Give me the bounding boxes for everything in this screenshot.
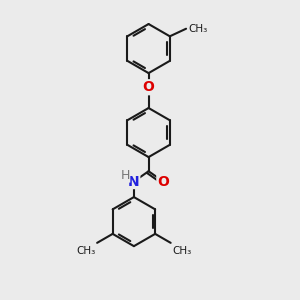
- Text: O: O: [157, 175, 169, 188]
- Text: CH₃: CH₃: [172, 246, 192, 256]
- Text: CH₃: CH₃: [188, 24, 207, 34]
- Text: N: N: [128, 175, 140, 188]
- Text: CH₃: CH₃: [76, 246, 95, 256]
- Text: O: O: [142, 80, 154, 94]
- Text: H: H: [121, 169, 130, 182]
